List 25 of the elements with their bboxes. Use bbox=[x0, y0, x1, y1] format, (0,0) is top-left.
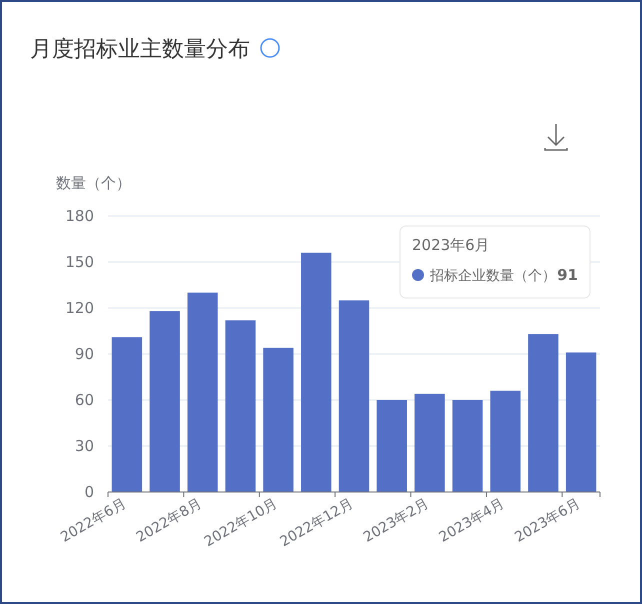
y-tick-label: 30 bbox=[74, 437, 94, 455]
bar bbox=[528, 334, 558, 492]
bar bbox=[490, 390, 521, 492]
y-tick-label: 0 bbox=[84, 483, 94, 501]
y-tick-label: 180 bbox=[65, 207, 94, 225]
y-tick-label: 120 bbox=[65, 299, 94, 317]
bar bbox=[414, 394, 445, 492]
bar bbox=[566, 352, 596, 492]
y-axis-title: 数量（个） bbox=[56, 174, 131, 192]
bar bbox=[301, 252, 332, 492]
bar bbox=[150, 311, 180, 492]
legend-label: 招标企业数量（个） bbox=[429, 268, 556, 284]
bar bbox=[263, 348, 294, 492]
bar bbox=[225, 320, 256, 492]
annotation: 2023年6月 bbox=[412, 236, 490, 254]
y-tick-label: 60 bbox=[74, 391, 94, 409]
bar bbox=[187, 292, 218, 492]
annotation: 91 bbox=[557, 266, 578, 284]
bar bbox=[376, 400, 407, 492]
bar bbox=[338, 300, 370, 492]
bar bbox=[112, 337, 142, 492]
y-tick-label: 150 bbox=[65, 253, 94, 271]
chart-title: 月度招标业主数量分布 bbox=[30, 37, 250, 62]
y-tick-label: 90 bbox=[74, 345, 94, 363]
bar bbox=[452, 400, 483, 492]
